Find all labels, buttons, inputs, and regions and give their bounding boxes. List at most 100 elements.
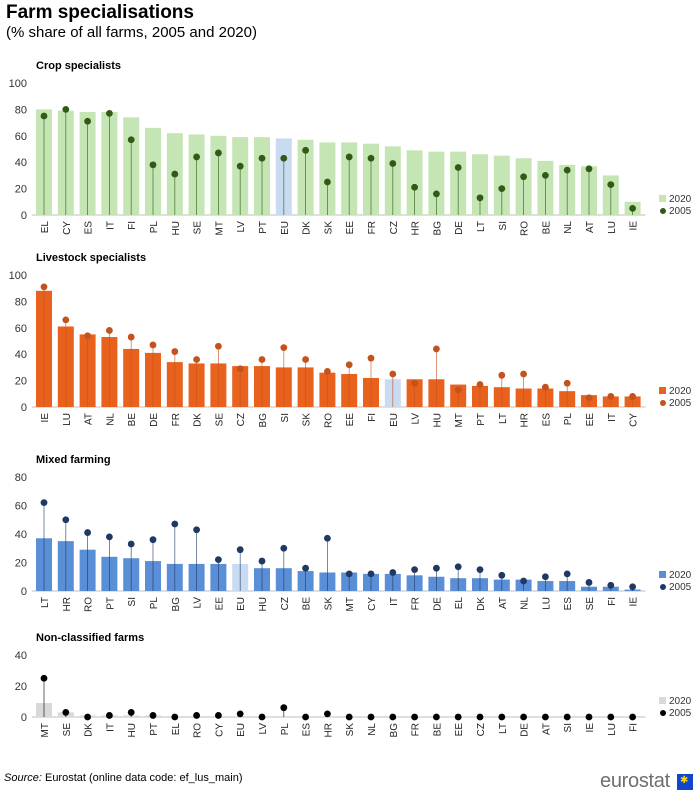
x-tick-label: NL [520,597,531,610]
dot-2005 [193,356,201,363]
legend-label: 2005 [669,398,692,409]
y-tick-label: 20 [15,681,27,693]
dot-2005 [433,345,440,353]
x-tick-label: MT [214,221,225,235]
dot-2005 [258,356,266,363]
x-tick-label: EL [40,221,51,234]
dot-2005 [498,713,506,721]
x-tick-label: HU [432,413,443,427]
x-tick-label: IT [389,597,400,606]
x-tick-label: LT [498,723,509,734]
dot-2005 [236,365,244,373]
x-tick-label: FR [367,221,378,234]
dot-2005 [607,393,615,400]
x-tick-label: SK [302,413,313,427]
dot-2005 [563,713,571,721]
dot-2005 [258,713,266,721]
x-tick-label: CZ [236,413,247,426]
dot-2005 [607,581,615,589]
dot-2005 [585,165,593,173]
dot-2005 [585,394,593,402]
y-tick-label: 40 [15,529,27,541]
x-tick-label: PL [149,221,160,234]
dot-2005 [607,713,615,721]
legend-label: 2005 [669,206,692,217]
y-tick-label: 60 [15,323,27,335]
x-tick-label: IT [105,221,116,230]
x-tick-label: ES [302,723,313,737]
dot-2005 [520,577,527,585]
x-tick-label: HU [171,221,182,235]
x-tick-label: HU [127,723,138,737]
dot-2005 [454,563,462,571]
x-tick-label: SI [127,597,138,606]
dot-2005 [367,354,375,362]
dot-2005 [62,708,70,716]
x-tick-label: DK [84,723,95,737]
dot-2005 [629,583,636,591]
legend-label: 2020 [669,570,692,581]
dot-2005 [498,371,506,379]
x-tick-label: DE [454,221,465,235]
dot-2005 [40,283,48,291]
x-tick-label: EU [236,597,247,611]
x-tick-label: LT [40,597,51,608]
x-tick-label: BG [171,597,182,612]
dot-2005 [476,566,484,574]
x-tick-label: IT [105,723,116,732]
dot-2005 [542,172,549,179]
x-tick-label: LV [258,723,269,735]
y-tick-label: 40 [15,349,27,361]
x-tick-label: BE [127,413,138,427]
y-tick-label: 60 [15,131,27,143]
legend-swatch-2020 [659,387,666,394]
dot-2005 [433,564,440,572]
legend-swatch-2020 [659,697,666,704]
legend-label: 2005 [669,708,692,719]
dot-2005 [389,569,397,576]
dot-2005 [149,536,157,544]
x-tick-label: BG [389,723,400,738]
dot-2005 [454,386,462,394]
x-tick-label: SE [62,723,73,737]
x-tick-label: FI [127,221,138,230]
dot-2005 [127,540,135,548]
dot-2005 [498,185,506,193]
x-tick-label: PL [149,597,160,610]
dot-2005 [127,708,135,716]
dot-2005 [389,370,397,378]
y-tick-label: 20 [15,376,27,388]
x-tick-label: RO [323,413,334,428]
x-tick-label: CY [214,723,225,737]
legend-swatch-2005 [660,584,666,590]
x-tick-label: SI [498,221,509,230]
panel-title: Livestock specialists [36,252,146,264]
x-tick-label: CY [62,221,73,235]
y-tick-label: 0 [21,712,27,724]
x-tick-label: DK [476,597,487,611]
x-tick-label: CZ [476,723,487,736]
x-tick-label: AT [541,723,552,735]
dot-2005 [258,154,266,162]
dot-2005 [171,348,179,355]
legend-swatch-2020 [659,195,666,202]
x-tick-label: BE [541,221,552,235]
x-tick-label: NL [105,413,116,426]
x-tick-label: SK [323,597,334,611]
eurostat-logo[interactable]: eurostat [600,770,670,792]
x-tick-label: MT [40,723,51,737]
dot-2005 [215,342,222,350]
y-tick-label: 100 [9,270,27,282]
dot-2005 [498,571,506,579]
x-tick-label: LT [498,413,509,424]
y-tick-label: 60 [15,501,27,513]
y-tick-label: 100 [9,78,27,90]
x-tick-label: PT [105,597,116,610]
dot-2005 [302,146,309,154]
dot-2005 [193,526,201,534]
x-tick-label: LV [193,597,204,609]
dot-2005 [433,190,440,198]
x-tick-label: LU [607,723,618,736]
x-tick-label: IT [607,413,618,422]
x-tick-label: PT [476,413,487,426]
